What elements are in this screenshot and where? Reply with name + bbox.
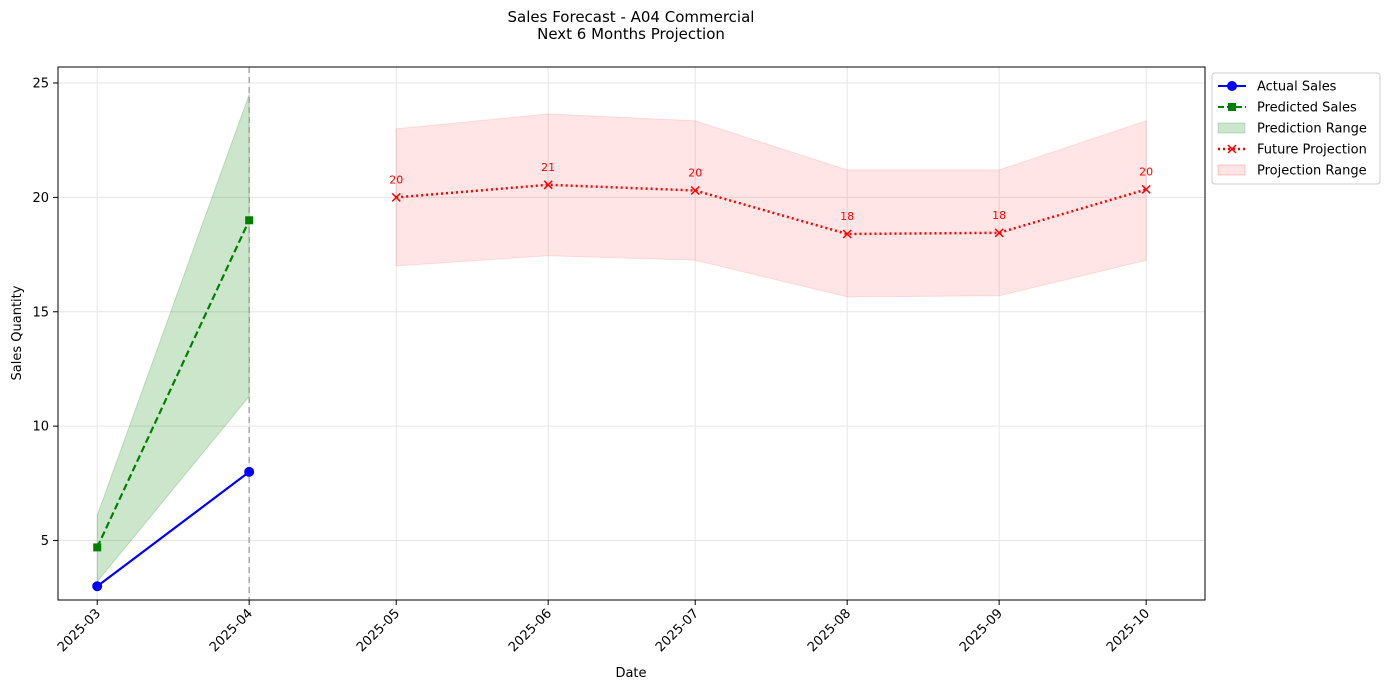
data-label: 18 bbox=[992, 209, 1006, 222]
x-tick-label: 2025-05 bbox=[354, 606, 403, 655]
chart-subtitle: Next 6 Months Projection bbox=[537, 25, 725, 43]
legend-marker-future-projection bbox=[1227, 144, 1237, 154]
legend-marker-predicted-sales bbox=[1228, 103, 1236, 111]
future-projection-point bbox=[543, 180, 553, 190]
future-projection-line bbox=[396, 183, 1147, 236]
y-tick-label: 25 bbox=[32, 77, 49, 92]
data-label: 18 bbox=[840, 210, 854, 223]
y-tick-label: 5 bbox=[41, 534, 49, 549]
plot-area-frame bbox=[57, 66, 1206, 601]
y-tick-label: 20 bbox=[32, 191, 49, 206]
legend-marker-actual-sales bbox=[1227, 81, 1237, 91]
chart-title-group: Sales Forecast - A04 Commercial Next 6 M… bbox=[508, 8, 755, 43]
actual-sales-point bbox=[92, 581, 103, 592]
predicted-sales-line bbox=[96, 219, 251, 548]
legend-box bbox=[1211, 72, 1381, 185]
actual-sales-line bbox=[96, 471, 250, 588]
data-label: 20 bbox=[1139, 165, 1153, 178]
x-tick-label: 2025-08 bbox=[805, 606, 854, 655]
legend-label-future-projection: Future Projection bbox=[1257, 143, 1367, 158]
legend-items: Actual Sales Predicted Sales Prediction Ra… bbox=[1217, 80, 1367, 179]
data-label: 21 bbox=[541, 161, 555, 174]
data-labels: 20 21 20 18 18 20 bbox=[389, 161, 1153, 223]
projection-range-band bbox=[395, 113, 1147, 298]
predicted-sales-point bbox=[245, 216, 254, 225]
range-bands bbox=[96, 94, 1147, 584]
legend-label-actual-sales: Actual Sales bbox=[1257, 80, 1337, 95]
x-tick-label: 2025-07 bbox=[653, 606, 702, 655]
x-axis-ticks: 2025-03 2025-04 2025-05 2025-06 2025-07 2025-… bbox=[55, 600, 1153, 655]
data-label: 20 bbox=[389, 173, 403, 186]
prediction-range-band bbox=[96, 94, 250, 584]
future-projection-point bbox=[690, 185, 700, 196]
legend: Actual Sales Predicted Sales Prediction Ra… bbox=[1211, 72, 1381, 185]
legend-swatch-prediction-range bbox=[1217, 122, 1246, 134]
y-axis-label: Sales Quantity bbox=[10, 285, 25, 380]
predicted-sales-point bbox=[93, 543, 102, 552]
future-projection-point bbox=[994, 228, 1004, 238]
future-projection-point bbox=[391, 192, 401, 202]
future-projection-point bbox=[1141, 184, 1151, 194]
x-tick-label: 2025-06 bbox=[506, 606, 555, 655]
legend-label-prediction-range: Prediction Range bbox=[1257, 122, 1367, 137]
future-projection-point bbox=[842, 229, 852, 239]
y-axis-ticks: 5 10 15 20 25 bbox=[32, 77, 58, 549]
chart-title: Sales Forecast - A04 Commercial bbox=[508, 8, 755, 26]
legend-label-predicted-sales: Predicted Sales bbox=[1257, 101, 1357, 116]
data-label: 20 bbox=[688, 167, 702, 180]
x-tick-label: 2025-09 bbox=[957, 606, 1006, 655]
x-tick-label: 2025-03 bbox=[55, 606, 104, 655]
x-tick-label: 2025-10 bbox=[1104, 606, 1153, 655]
y-tick-label: 10 bbox=[32, 420, 49, 435]
series-markers bbox=[92, 180, 1151, 592]
y-tick-label: 15 bbox=[32, 305, 49, 320]
actual-sales-point bbox=[244, 466, 255, 477]
legend-swatch-projection-range bbox=[1217, 164, 1246, 176]
series-lines bbox=[96, 183, 1147, 588]
x-axis-label: Date bbox=[615, 666, 646, 681]
x-tick-label: 2025-04 bbox=[207, 606, 256, 655]
legend-label-projection-range: Projection Range bbox=[1257, 164, 1367, 179]
